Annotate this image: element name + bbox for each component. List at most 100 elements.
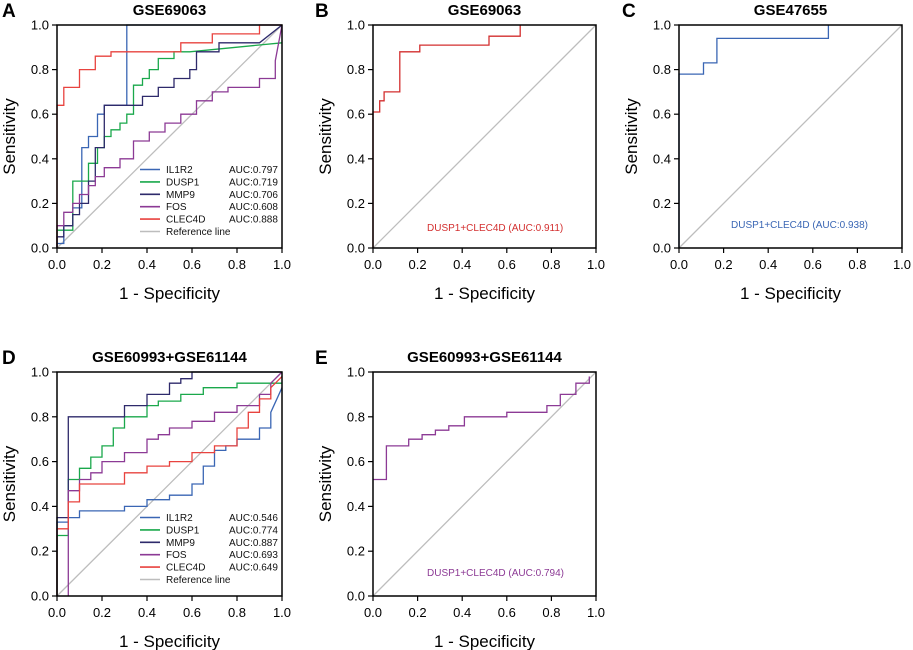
- x-tick-label: 0.0: [48, 605, 66, 620]
- y-tick-label: 0.4: [31, 151, 49, 166]
- panel-letter: B: [315, 1, 329, 22]
- y-tick-label: 0.4: [347, 499, 365, 514]
- legend-auc: AUC:0.888: [229, 215, 278, 226]
- x-tick-label: 0.4: [138, 257, 156, 272]
- chart-title: GSE60993+GSE61144: [407, 349, 562, 366]
- reference-line: [678, 24, 903, 249]
- y-tick-label: 0.8: [347, 409, 365, 424]
- legend-label: Reference line: [166, 575, 231, 586]
- legend-auc: AUC:0.797: [229, 165, 278, 176]
- x-tick-label: 0.8: [542, 605, 560, 620]
- roc-curve-clec4d: [56, 376, 283, 596]
- legend-label: MMP9: [166, 190, 195, 201]
- x-axis-title: 1 - Specificity: [434, 632, 536, 650]
- chart-title: GSE69063: [133, 2, 206, 19]
- panel-letter: A: [2, 1, 16, 22]
- x-tick-label: 0.4: [759, 257, 777, 272]
- x-tick-label: 0.6: [804, 257, 822, 272]
- legend-auc: AUC:0.887: [229, 538, 278, 549]
- legend-auc: AUC:0.706: [229, 190, 278, 201]
- y-tick-label: 0.0: [31, 589, 49, 604]
- y-tick-label: 0.0: [31, 241, 49, 256]
- auc-annotation: DUSP1+CLEC4D (AUC:0.794): [427, 568, 564, 579]
- x-tick-label: 0.2: [409, 605, 427, 620]
- y-tick-label: 0.4: [653, 151, 671, 166]
- legend-auc: AUC:0.774: [229, 525, 278, 536]
- y-tick-label: 0.6: [31, 107, 49, 122]
- legend-label: IL1R2: [166, 513, 193, 524]
- x-tick-label: 0.2: [409, 257, 427, 272]
- legend-auc: AUC:0.719: [229, 177, 278, 188]
- x-axis-title: 1 - Specificity: [119, 632, 221, 650]
- x-tick-label: 0.2: [715, 257, 733, 272]
- x-tick-label: 0.0: [670, 257, 688, 272]
- roc-curve-fos: [56, 24, 283, 248]
- x-tick-label: 1.0: [587, 605, 605, 620]
- x-tick-label: 0.6: [498, 605, 516, 620]
- x-tick-label: 0.0: [48, 257, 66, 272]
- y-tick-label: 1.0: [347, 365, 365, 380]
- y-tick-label: 0.2: [31, 196, 49, 211]
- x-tick-label: 1.0: [587, 257, 605, 272]
- x-axis-title: 1 - Specificity: [119, 284, 221, 303]
- roc-curve-clec4d: [56, 24, 282, 248]
- x-tick-label: 0.8: [542, 257, 560, 272]
- x-tick-label: 0.6: [498, 257, 516, 272]
- legend-auc: AUC:0.608: [229, 202, 278, 213]
- chart-title: GSE47655: [754, 2, 827, 19]
- y-tick-label: 0.2: [653, 196, 671, 211]
- auc-annotation: DUSP1+CLEC4D (AUC:0.938): [731, 220, 868, 231]
- x-axis-title: 1 - Specificity: [434, 284, 536, 303]
- x-axis-title: 1 - Specificity: [740, 284, 842, 303]
- roc-curve-mmp9: [56, 371, 282, 596]
- panel-a: A GSE69063 0.00.0 0.2 0.2 0.4 0.4 0.6 0.6 0.8 0.8 1…: [0, 1, 291, 303]
- y-tick-label: 0.4: [31, 499, 49, 514]
- y-tick-label: 0.8: [347, 62, 365, 77]
- x-tick-label: 0.8: [228, 257, 246, 272]
- x-tick-label: 0.0: [364, 605, 382, 620]
- roc-curve-dusp1: [56, 42, 283, 248]
- y-axis-title: Sensitivity: [316, 445, 335, 522]
- x-tick-label: 0.8: [848, 257, 866, 272]
- reference-line: [372, 371, 597, 597]
- x-tick-label: 0.2: [93, 257, 111, 272]
- reference-line: [372, 24, 597, 249]
- y-axis-title: Sensitivity: [316, 98, 335, 175]
- legend-label: DUSP1: [166, 177, 200, 188]
- legend-label: MMP9: [166, 538, 195, 549]
- panel-letter: C: [622, 1, 636, 22]
- x-tick-label: 0.6: [183, 257, 201, 272]
- roc-curve-il1r2: [56, 387, 283, 596]
- plot-frame: [56, 371, 283, 597]
- y-tick-label: 0.6: [347, 454, 365, 469]
- legend-auc: AUC:0.693: [229, 550, 278, 561]
- panel-letter: E: [315, 348, 328, 369]
- legend-label: DUSP1: [166, 525, 200, 536]
- x-tick-label: 0.2: [93, 605, 111, 620]
- y-tick-label: 1.0: [31, 18, 49, 33]
- y-tick-label: 0.6: [31, 454, 49, 469]
- y-tick-label: 0.2: [347, 196, 365, 211]
- roc-curve-combined: [372, 25, 521, 248]
- y-tick-label: 1.0: [347, 18, 365, 33]
- y-axis-title: Sensitivity: [0, 98, 19, 175]
- y-axis-title: Sensitivity: [622, 98, 641, 175]
- plot-frame: [372, 371, 597, 597]
- y-tick-label: 0.8: [653, 62, 671, 77]
- legend-label: Reference line: [166, 227, 231, 238]
- legend-label: IL1R2: [166, 165, 193, 176]
- legend-label: CLEC4D: [166, 215, 205, 226]
- roc-curve-mmp9: [56, 24, 283, 248]
- y-tick-label: 0.0: [347, 589, 365, 604]
- y-tick-label: 0.2: [31, 544, 49, 559]
- y-tick-label: 0.8: [31, 409, 49, 424]
- legend-label: FOS: [166, 550, 187, 561]
- plot-frame: [678, 24, 903, 249]
- y-tick-label: 0.0: [653, 241, 671, 256]
- x-tick-label: 0.8: [228, 605, 246, 620]
- plot-frame: [56, 24, 283, 249]
- reference-line: [56, 371, 283, 597]
- x-tick-label: 0.4: [453, 605, 471, 620]
- legend: IL1R2 AUC:0.797 DUSP1 AUC:0.719 MMP9 AUC:0.70…: [140, 165, 278, 238]
- x-tick-label: 1.0: [273, 257, 291, 272]
